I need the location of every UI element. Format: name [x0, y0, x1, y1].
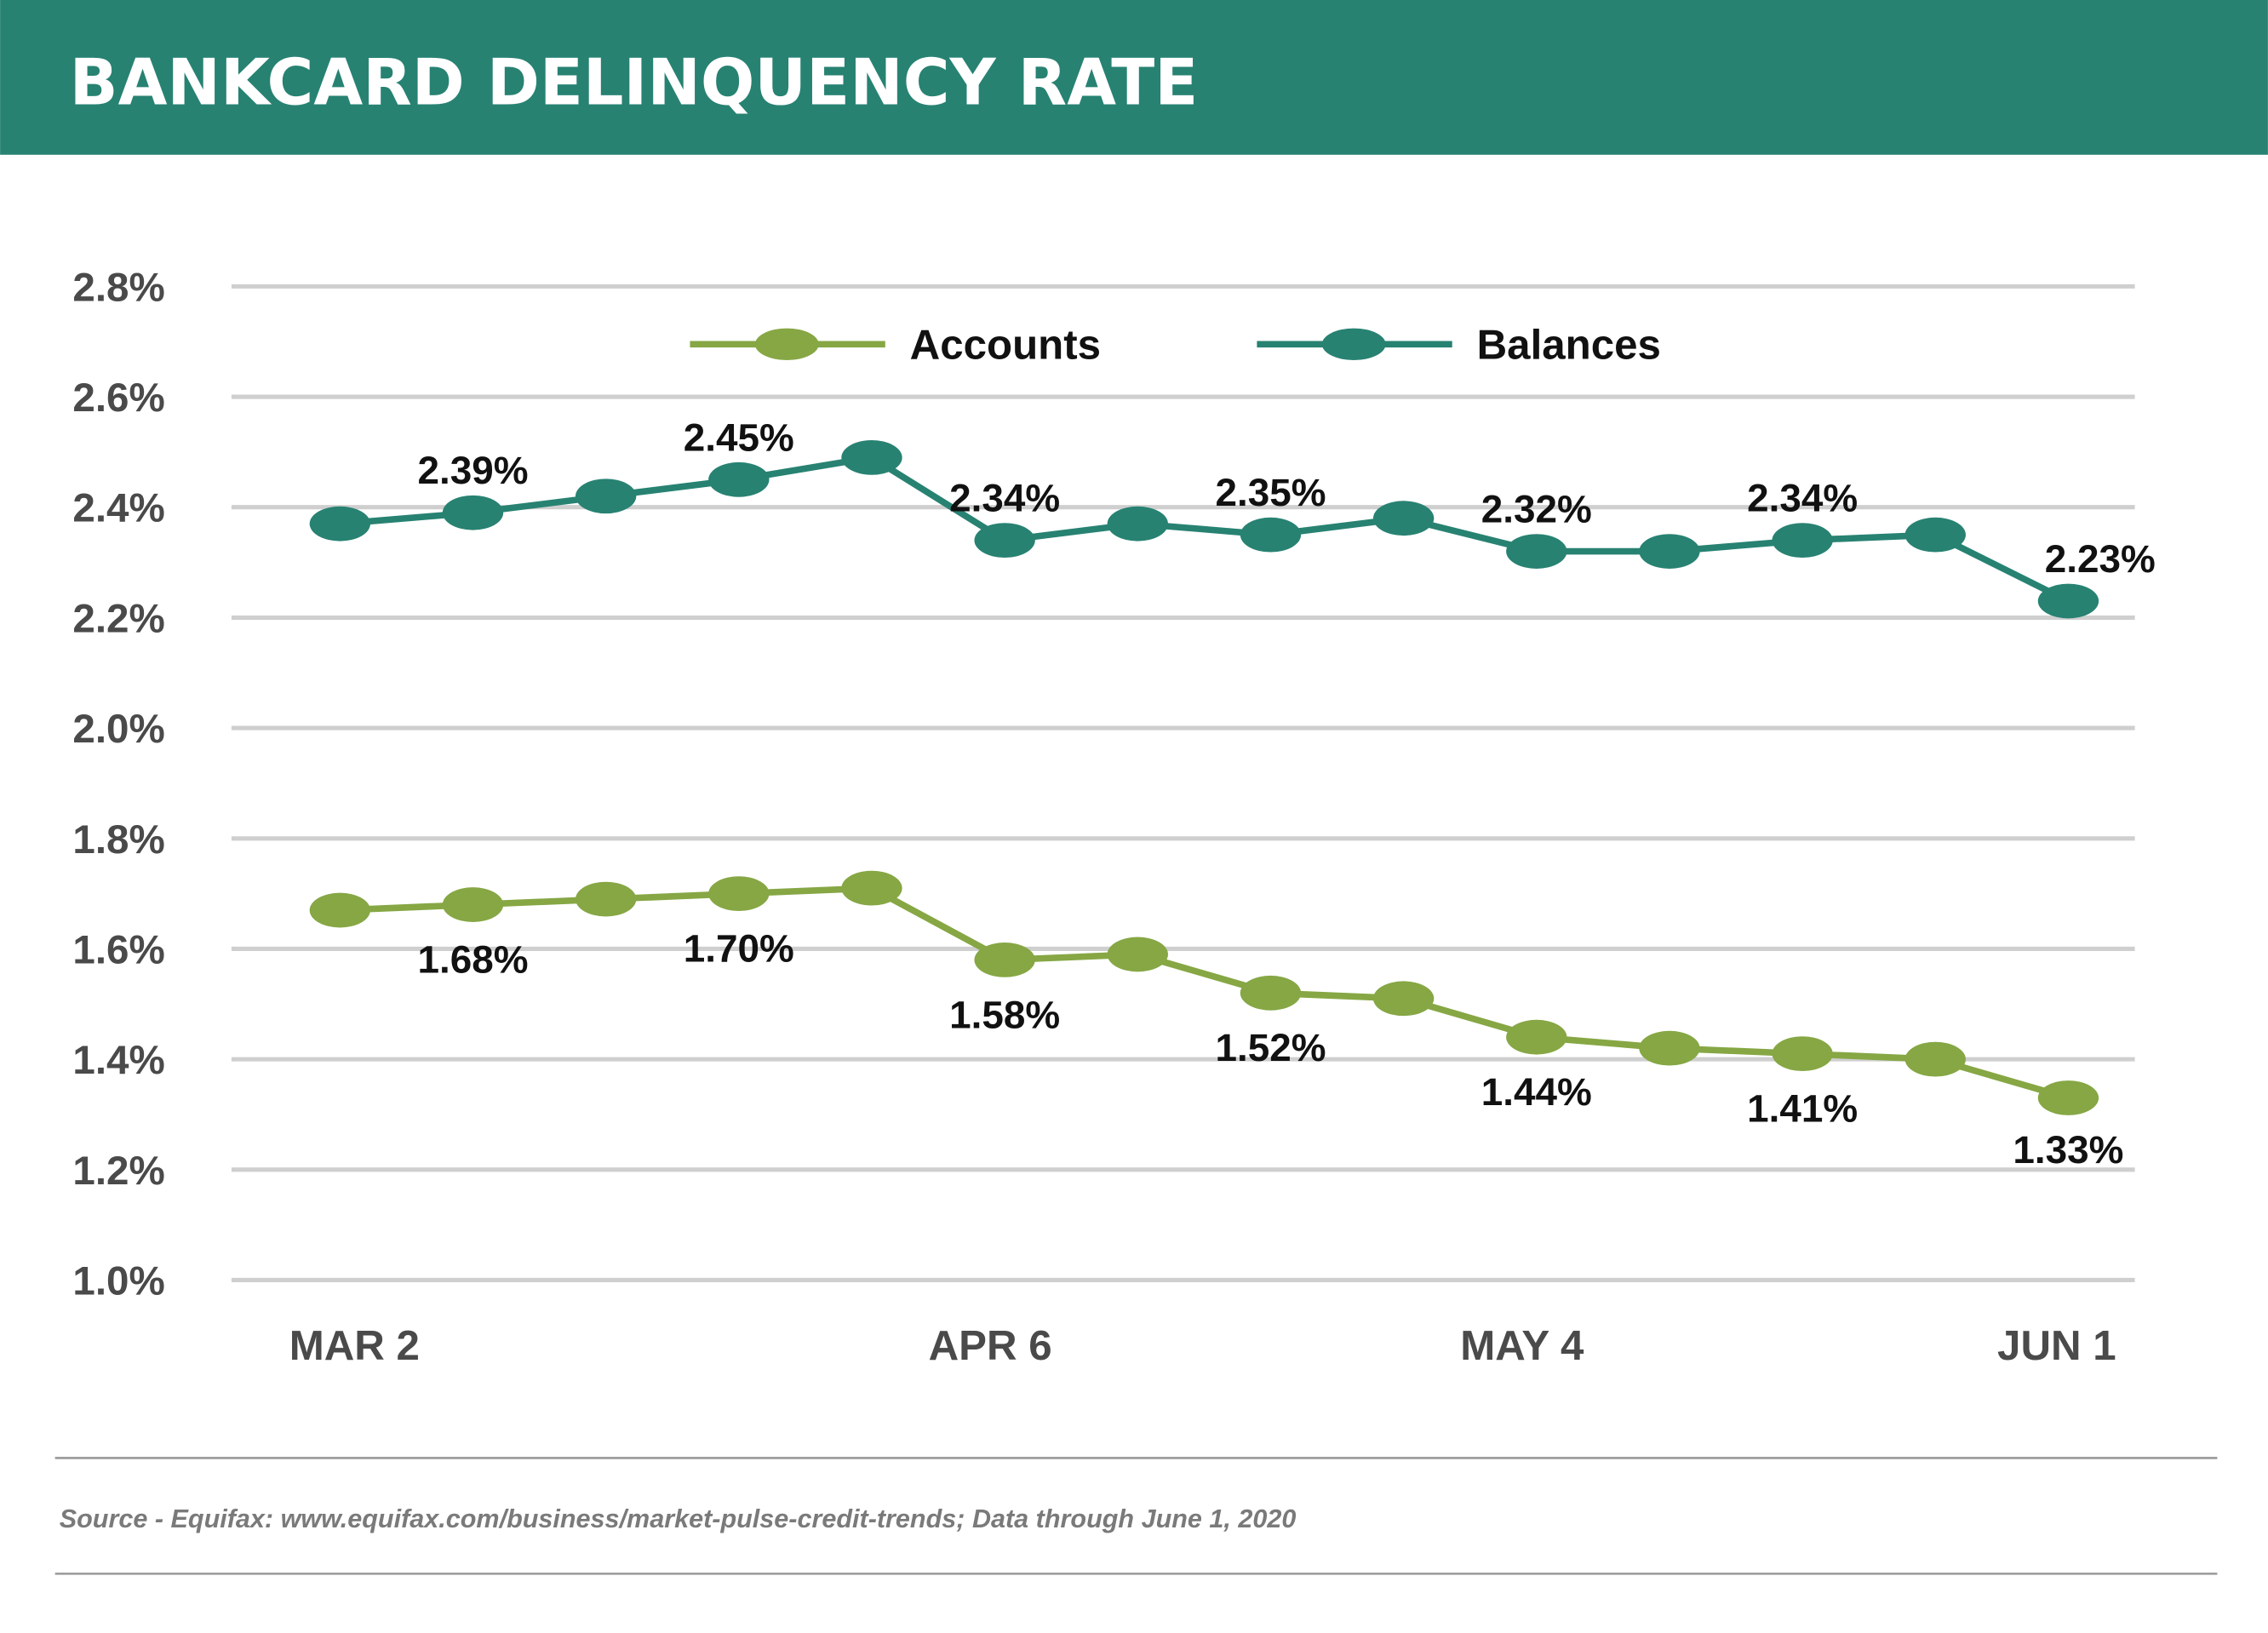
data-point: [1772, 1036, 1833, 1072]
y-tick-label: 1.4%: [72, 1038, 164, 1083]
series-group: 1.68% 1.70% 1.58% 1.52% 1.44% 1.41% 1.33% 2.39%…: [309, 415, 2156, 1172]
data-point: [841, 870, 902, 906]
y-tick-label: 1.0%: [72, 1258, 164, 1304]
legend-marker: [754, 328, 819, 361]
data-point: [575, 478, 637, 514]
data-label: 2.23%: [2045, 536, 2156, 581]
data-point: [1639, 534, 1700, 569]
legend: Accounts Balances: [690, 321, 1661, 368]
data-point: [974, 523, 1035, 559]
data-label: 2.35%: [1215, 470, 1326, 514]
data-point: [1107, 506, 1168, 541]
data-point: [2037, 1080, 2099, 1115]
data-point: [1639, 1030, 1700, 1066]
data-point: [1240, 975, 1302, 1011]
y-tick-label: 2.0%: [72, 707, 164, 752]
data-label: 2.32%: [1481, 487, 1592, 531]
chart-title: BANKCARD DELINQUENCY RATE: [70, 45, 1199, 119]
y-tick-label: 1.6%: [72, 927, 164, 972]
y-tick-label: 1.2%: [72, 1149, 164, 1194]
data-point: [2037, 583, 2099, 619]
data-label: 2.45%: [684, 415, 794, 459]
data-point: [1506, 534, 1567, 569]
data-point: [1240, 517, 1302, 553]
x-tick-label: MAY 4: [1460, 1322, 1584, 1369]
data-label: 1.44%: [1481, 1069, 1592, 1114]
data-point: [841, 439, 902, 475]
data-point: [575, 881, 637, 917]
data-label: 2.39%: [417, 448, 528, 492]
legend-marker: [1321, 328, 1386, 361]
data-point: [1372, 501, 1435, 536]
y-tick-label: 1.8%: [72, 817, 164, 862]
data-point: [1904, 517, 1966, 553]
x-tick-label: JUN 1: [1997, 1322, 2116, 1369]
y-tick-label: 2.2%: [72, 596, 164, 641]
data-label: 1.70%: [684, 925, 794, 970]
data-point: [309, 892, 371, 928]
series-balances: 2.39% 2.45% 2.34% 2.35% 2.32% 2.34% 2.23%: [309, 415, 2156, 619]
y-tick-label: 2.4%: [72, 486, 164, 531]
data-point: [442, 495, 504, 530]
data-point: [1904, 1041, 1966, 1077]
data-label: 1.68%: [417, 937, 528, 981]
data-point: [1107, 937, 1168, 972]
data-point: [1772, 523, 1833, 559]
y-axis: 1.0% 1.2% 1.4% 1.6% 1.8% 2.0% 2.2% 2.4% 2.6% 2.8%: [72, 265, 164, 1304]
data-point: [708, 461, 770, 497]
data-point: [708, 876, 770, 911]
legend-label: Accounts: [910, 321, 1101, 368]
data-label: 2.34%: [1747, 476, 1858, 520]
data-point: [1506, 1019, 1567, 1055]
data-point: [974, 943, 1035, 977]
legend-item-balances: Balances: [1257, 321, 1661, 368]
x-axis: MAR 2 APR 6 MAY 4 JUN 1: [289, 1322, 2116, 1369]
data-point: [442, 887, 504, 922]
source-note: Source - Equifax: www.equifax.com/busine…: [60, 1504, 1297, 1533]
x-tick-label: MAR 2: [289, 1322, 420, 1369]
header-bar: [0, 0, 2268, 155]
gridlines: [231, 284, 2135, 1283]
data-label: 1.52%: [1215, 1025, 1326, 1069]
y-tick-label: 2.8%: [72, 265, 164, 310]
legend-label: Balances: [1477, 321, 1661, 368]
y-tick-label: 2.6%: [72, 375, 164, 421]
series-accounts: 1.68% 1.70% 1.58% 1.52% 1.44% 1.41% 1.33%: [309, 870, 2123, 1172]
data-label: 1.33%: [2013, 1127, 2123, 1172]
x-tick-label: APR 6: [929, 1322, 1052, 1369]
data-point: [309, 506, 371, 541]
legend-item-accounts: Accounts: [690, 321, 1101, 368]
data-label: 2.34%: [949, 476, 1060, 520]
data-label: 1.58%: [949, 992, 1060, 1036]
data-label: 1.41%: [1747, 1086, 1858, 1130]
data-point: [1372, 981, 1435, 1017]
